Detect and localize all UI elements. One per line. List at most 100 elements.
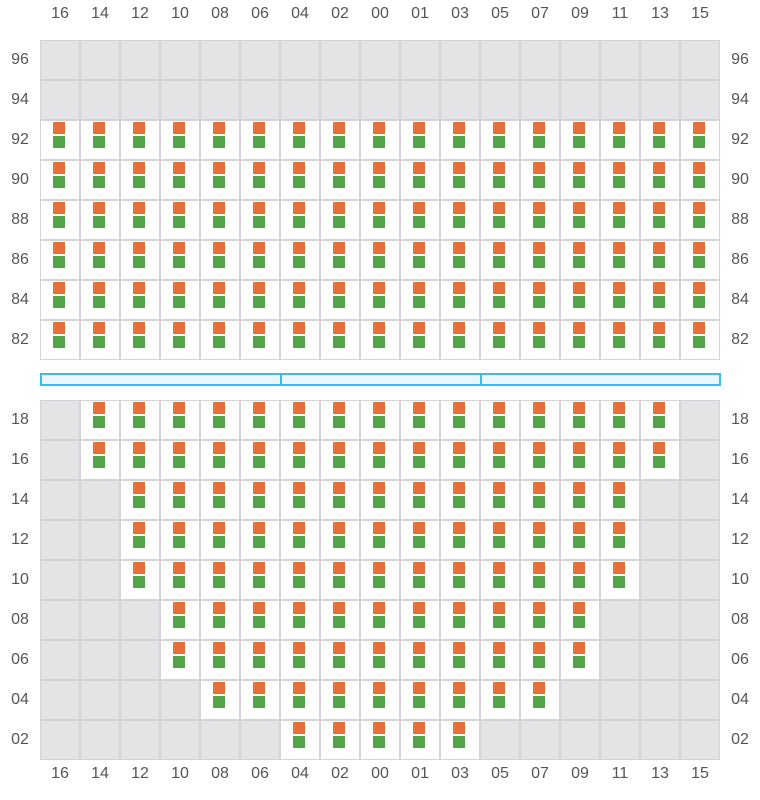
seat-84-09[interactable]	[560, 280, 600, 320]
seat-86-11[interactable]	[600, 240, 640, 280]
seat-90-05[interactable]	[480, 160, 520, 200]
seat-90-01[interactable]	[400, 160, 440, 200]
seat-92-10[interactable]	[160, 120, 200, 160]
seat-10-10[interactable]	[160, 560, 200, 600]
seat-90-16[interactable]	[40, 160, 80, 200]
seat-12-04[interactable]	[280, 520, 320, 560]
seat-08-02[interactable]	[320, 600, 360, 640]
seat-04-07[interactable]	[520, 680, 560, 720]
seat-82-05[interactable]	[480, 320, 520, 360]
seat-88-13[interactable]	[640, 200, 680, 240]
seat-84-06[interactable]	[240, 280, 280, 320]
seat-04-06[interactable]	[240, 680, 280, 720]
seat-12-03[interactable]	[440, 520, 480, 560]
seat-02-00[interactable]	[360, 720, 400, 760]
seat-82-07[interactable]	[520, 320, 560, 360]
seat-16-00[interactable]	[360, 440, 400, 480]
seat-10-07[interactable]	[520, 560, 560, 600]
seat-08-03[interactable]	[440, 600, 480, 640]
seat-08-04[interactable]	[280, 600, 320, 640]
seat-14-00[interactable]	[360, 480, 400, 520]
seat-92-03[interactable]	[440, 120, 480, 160]
seat-88-07[interactable]	[520, 200, 560, 240]
seat-88-02[interactable]	[320, 200, 360, 240]
seat-84-07[interactable]	[520, 280, 560, 320]
seat-90-06[interactable]	[240, 160, 280, 200]
seat-84-12[interactable]	[120, 280, 160, 320]
seat-14-05[interactable]	[480, 480, 520, 520]
seat-92-02[interactable]	[320, 120, 360, 160]
seat-12-02[interactable]	[320, 520, 360, 560]
seat-84-15[interactable]	[680, 280, 720, 320]
seat-90-12[interactable]	[120, 160, 160, 200]
seat-90-07[interactable]	[520, 160, 560, 200]
seat-92-09[interactable]	[560, 120, 600, 160]
seat-16-04[interactable]	[280, 440, 320, 480]
seat-84-00[interactable]	[360, 280, 400, 320]
seat-06-05[interactable]	[480, 640, 520, 680]
seat-18-12[interactable]	[120, 400, 160, 440]
seat-14-03[interactable]	[440, 480, 480, 520]
seat-04-01[interactable]	[400, 680, 440, 720]
seat-12-10[interactable]	[160, 520, 200, 560]
seat-16-13[interactable]	[640, 440, 680, 480]
seat-12-06[interactable]	[240, 520, 280, 560]
seat-86-14[interactable]	[80, 240, 120, 280]
seat-10-12[interactable]	[120, 560, 160, 600]
seat-88-15[interactable]	[680, 200, 720, 240]
seat-16-10[interactable]	[160, 440, 200, 480]
seat-84-05[interactable]	[480, 280, 520, 320]
seat-88-12[interactable]	[120, 200, 160, 240]
seat-82-01[interactable]	[400, 320, 440, 360]
seat-08-10[interactable]	[160, 600, 200, 640]
seat-08-08[interactable]	[200, 600, 240, 640]
seat-86-04[interactable]	[280, 240, 320, 280]
seat-10-09[interactable]	[560, 560, 600, 600]
seat-10-00[interactable]	[360, 560, 400, 600]
seat-88-16[interactable]	[40, 200, 80, 240]
seat-14-08[interactable]	[200, 480, 240, 520]
seat-06-01[interactable]	[400, 640, 440, 680]
seat-92-15[interactable]	[680, 120, 720, 160]
seat-04-08[interactable]	[200, 680, 240, 720]
seat-84-03[interactable]	[440, 280, 480, 320]
seat-92-11[interactable]	[600, 120, 640, 160]
seat-04-04[interactable]	[280, 680, 320, 720]
seat-16-11[interactable]	[600, 440, 640, 480]
seat-16-05[interactable]	[480, 440, 520, 480]
seat-92-07[interactable]	[520, 120, 560, 160]
seat-16-03[interactable]	[440, 440, 480, 480]
seat-18-13[interactable]	[640, 400, 680, 440]
seat-18-01[interactable]	[400, 400, 440, 440]
seat-04-00[interactable]	[360, 680, 400, 720]
seat-02-04[interactable]	[280, 720, 320, 760]
seat-04-02[interactable]	[320, 680, 360, 720]
seat-90-00[interactable]	[360, 160, 400, 200]
seat-88-09[interactable]	[560, 200, 600, 240]
seat-90-03[interactable]	[440, 160, 480, 200]
seat-18-00[interactable]	[360, 400, 400, 440]
seat-12-08[interactable]	[200, 520, 240, 560]
seat-12-07[interactable]	[520, 520, 560, 560]
seat-84-10[interactable]	[160, 280, 200, 320]
seat-14-11[interactable]	[600, 480, 640, 520]
seat-84-08[interactable]	[200, 280, 240, 320]
seat-18-06[interactable]	[240, 400, 280, 440]
seat-88-03[interactable]	[440, 200, 480, 240]
seat-88-14[interactable]	[80, 200, 120, 240]
seat-82-03[interactable]	[440, 320, 480, 360]
seat-12-11[interactable]	[600, 520, 640, 560]
seat-86-12[interactable]	[120, 240, 160, 280]
seat-90-13[interactable]	[640, 160, 680, 200]
seat-92-16[interactable]	[40, 120, 80, 160]
seat-06-10[interactable]	[160, 640, 200, 680]
seat-90-02[interactable]	[320, 160, 360, 200]
seat-86-06[interactable]	[240, 240, 280, 280]
seat-90-09[interactable]	[560, 160, 600, 200]
seat-02-03[interactable]	[440, 720, 480, 760]
seat-92-14[interactable]	[80, 120, 120, 160]
seat-88-11[interactable]	[600, 200, 640, 240]
seat-90-15[interactable]	[680, 160, 720, 200]
seat-16-06[interactable]	[240, 440, 280, 480]
seat-14-02[interactable]	[320, 480, 360, 520]
